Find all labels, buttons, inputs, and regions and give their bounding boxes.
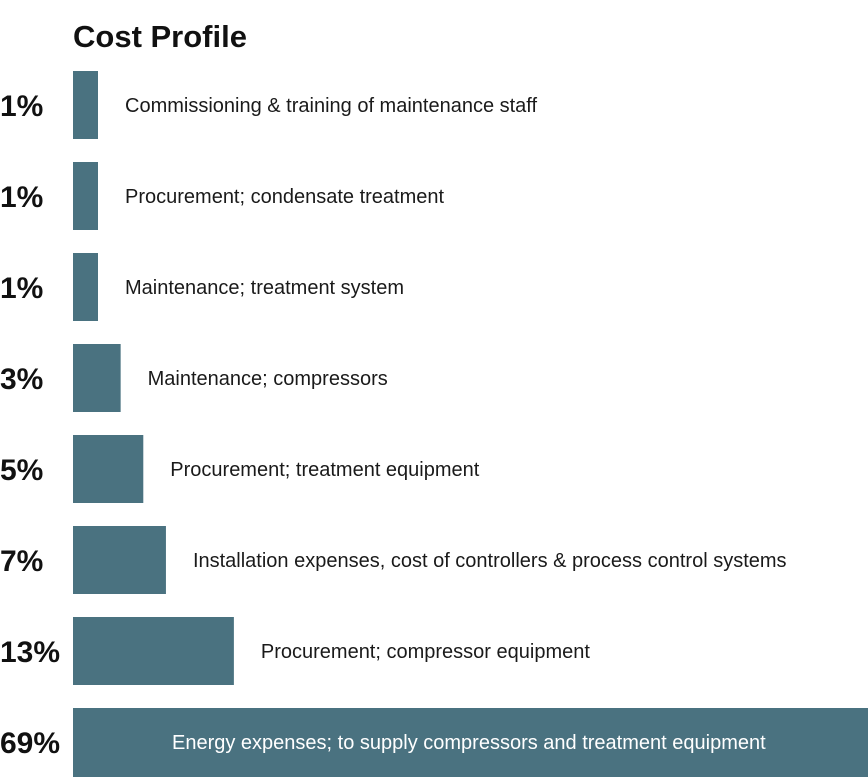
category-label: Installation expenses, cost of controlle…: [193, 550, 787, 572]
bar: [73, 435, 144, 503]
bar: [73, 253, 98, 321]
bar: [73, 708, 868, 777]
category-label: Procurement; compressor equipment: [261, 641, 590, 663]
value-label: 1%: [0, 90, 43, 123]
value-label: 69%: [0, 727, 60, 760]
bars-group: 1% Commissioning & training of maintenanc…: [0, 71, 868, 777]
value-label: 13%: [0, 636, 60, 669]
value-label: 3%: [0, 363, 43, 396]
category-label: Commissioning & training of maintenance …: [125, 95, 538, 117]
value-label: 5%: [0, 454, 43, 487]
category-label: Maintenance; compressors: [148, 368, 388, 390]
value-label: 1%: [0, 181, 43, 214]
bar: [73, 526, 166, 594]
bar: [73, 617, 234, 685]
value-label: 7%: [0, 545, 43, 578]
category-label: Procurement; treatment equipment: [170, 459, 479, 481]
category-label: Energy expenses; to supply compressors a…: [172, 732, 766, 754]
value-label: 1%: [0, 272, 43, 305]
category-label: Maintenance; treatment system: [125, 277, 404, 299]
bar: [73, 162, 98, 230]
bar: [73, 71, 98, 139]
chart-title: Cost Profile: [73, 19, 247, 54]
bar: [73, 344, 121, 412]
category-label: Procurement; condensate treatment: [125, 186, 445, 208]
